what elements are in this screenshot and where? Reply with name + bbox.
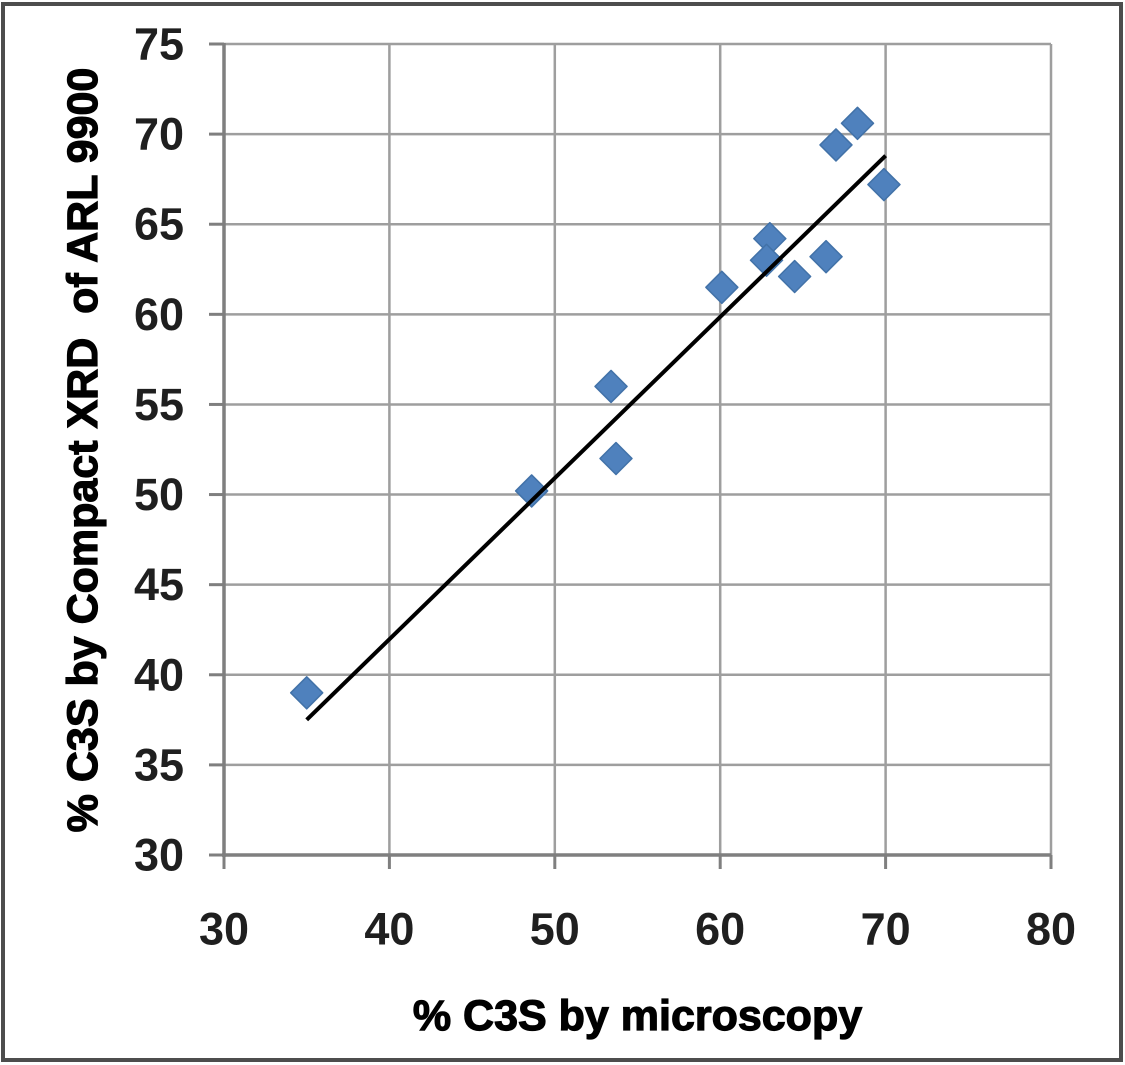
x-tick-label: 50 — [530, 904, 580, 955]
y-tick-label: 70 — [134, 109, 184, 160]
x-tick-label: 80 — [1026, 904, 1076, 955]
data-point-marker — [289, 676, 324, 710]
data-point-marker — [705, 270, 739, 305]
y-axis-title: % C3S by Compact XRD of ARL 9900 — [58, 67, 107, 833]
y-tick-label: 60 — [134, 289, 184, 340]
data-point-marker — [809, 239, 843, 274]
y-tick-label: 40 — [134, 649, 184, 700]
y-tick-label: 55 — [134, 379, 184, 430]
x-axis-title: % C3S by microscopy — [412, 991, 863, 1040]
y-tick-label: 35 — [134, 739, 184, 790]
y-tick-label: 45 — [134, 559, 184, 610]
data-point-marker — [819, 128, 853, 162]
data-point-marker — [599, 441, 633, 476]
x-tick-label: 40 — [364, 904, 414, 955]
data-point-marker — [594, 369, 628, 404]
data-point-marker — [514, 474, 549, 508]
y-tick-label: 50 — [134, 469, 184, 520]
y-tick-label: 65 — [134, 199, 184, 250]
data-point-marker — [749, 243, 784, 278]
y-tick-label: 75 — [134, 19, 184, 70]
data-point-marker — [840, 106, 875, 141]
trendline — [305, 154, 887, 722]
data-point-marker — [867, 167, 901, 202]
y-tick-label: 30 — [134, 830, 184, 881]
x-tick-label: 60 — [695, 904, 745, 955]
data-point-marker — [777, 259, 812, 294]
x-tick-label: 70 — [861, 904, 911, 955]
x-tick-label: 30 — [199, 904, 249, 955]
